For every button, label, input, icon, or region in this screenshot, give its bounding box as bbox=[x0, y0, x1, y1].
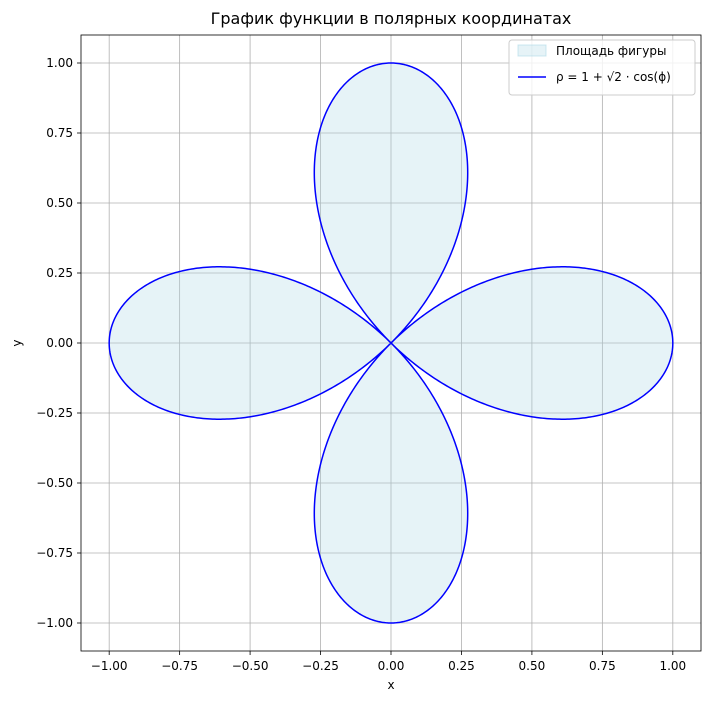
axis-ticks: −1.00 −0.75 −0.50 −0.25 0.00 0.25 0.50 0.75 1.00… bbox=[36, 56, 686, 673]
x-tick-label: −0.50 bbox=[232, 659, 269, 673]
legend-label-area: Площадь фигуры bbox=[556, 44, 666, 58]
y-tick-label: −0.25 bbox=[36, 406, 73, 420]
legend: Площадь фигуры ρ = 1 + √2 · cos(ϕ) bbox=[508, 39, 696, 96]
x-axis-label: x bbox=[387, 678, 394, 692]
x-tick-label: 0.75 bbox=[589, 659, 616, 673]
x-tick-label: 0.25 bbox=[448, 659, 475, 673]
x-tick-label: 1.00 bbox=[659, 659, 686, 673]
x-tick-label: 0.50 bbox=[519, 659, 546, 673]
y-tick-label: 0.25 bbox=[46, 266, 73, 280]
x-tick-label: −1.00 bbox=[91, 659, 128, 673]
x-tick-label: −0.75 bbox=[161, 659, 198, 673]
y-tick-label: 0.75 bbox=[46, 126, 73, 140]
legend-box bbox=[508, 39, 696, 96]
x-tick-label: 0.00 bbox=[378, 659, 405, 673]
y-tick-label: −0.75 bbox=[36, 546, 73, 560]
y-tick-label: 0.50 bbox=[46, 196, 73, 210]
x-tick-label: −0.25 bbox=[302, 659, 339, 673]
chart-title: График функции в полярных координатах bbox=[211, 9, 572, 28]
y-tick-label: −1.00 bbox=[36, 616, 73, 630]
y-tick-label: 0.00 bbox=[46, 336, 73, 350]
y-axis-label: y bbox=[10, 339, 24, 346]
legend-label-curve: ρ = 1 + √2 · cos(ϕ) bbox=[556, 70, 671, 84]
curve-line bbox=[108, 62, 674, 624]
y-tick-label: −0.50 bbox=[36, 476, 73, 490]
y-tick-label: 1.00 bbox=[46, 56, 73, 70]
legend-swatch-area bbox=[517, 44, 547, 57]
